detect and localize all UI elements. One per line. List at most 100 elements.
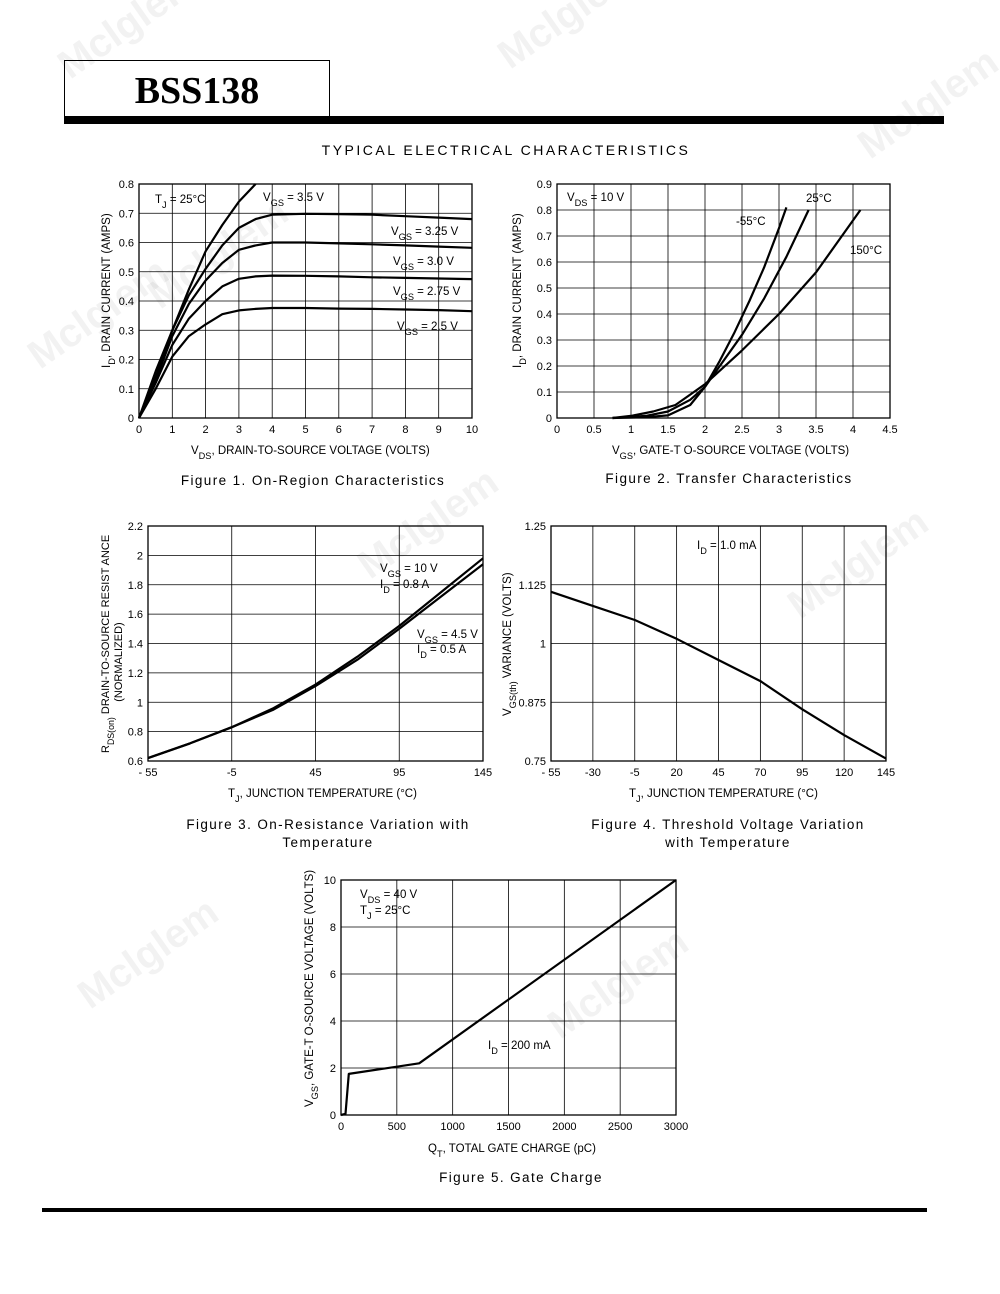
series-line-1 [137, 212, 473, 419]
label-fragment: , TOTAL GATE CHARGE (pC) [443, 1143, 597, 1155]
x-axis-label: VDS, DRAIN-TO-SOURCE VOLTAGE (VOLTS) [191, 445, 430, 461]
plot-frame [147, 525, 484, 762]
plot-frame [340, 879, 677, 1116]
x-tick-label: 95 [796, 767, 808, 779]
x-tick-label: 9 [436, 424, 442, 436]
y-tick-label: 0 [330, 1110, 336, 1122]
label-fragment: , DRAIN CURRENT (AMPS) [512, 213, 524, 358]
annotation-vds: VDS = 40 V [360, 889, 418, 905]
label-fragment: T [155, 194, 162, 206]
label-fragment: V [391, 226, 399, 238]
label-fragment: V [263, 192, 271, 204]
y-tick-label: 8 [330, 922, 336, 934]
label-fragment: J [636, 794, 641, 804]
figure-3-chart: - 55 -5 45 95 145 0.6 0.8 1 1.2 1.4 1.6 1.8 2 2.2 TJ, … [100, 521, 492, 804]
x-tick-label: 95 [393, 767, 405, 779]
series-label-vgs45: VGS = 4.5 V [417, 629, 478, 645]
label-fragment: = 4.5 V [438, 629, 478, 641]
watermark-text: Mclglem [20, 250, 176, 378]
label-fragment: Q [428, 1143, 437, 1155]
label-fragment: V [502, 708, 514, 716]
label-fragment: = 2.5 V [418, 321, 458, 333]
label-fragment: = 0.8 A [390, 579, 430, 591]
label-fragment: V [397, 321, 405, 333]
label-fragment: = 1.0 mA [707, 540, 757, 552]
label-fragment: = 3.0 V [414, 256, 454, 268]
label-fragment: R [100, 745, 112, 753]
watermark-text: Mclglem [780, 500, 936, 628]
y-tick-label: 6 [330, 969, 336, 981]
x-tick-label: - 55 [139, 767, 158, 779]
watermark-text: Mclglem [70, 890, 226, 1018]
y-tick-label: 0.4 [537, 309, 552, 321]
y-axis-label: VGS, GATE-T O-SOURCE VOLTAGE (VOLTS) [304, 870, 320, 1107]
y-tick-label: 1 [540, 639, 546, 651]
label-fragment: J [235, 794, 240, 804]
y-tick-label: 0.3 [119, 325, 134, 337]
y-tick-label: 2.2 [128, 521, 143, 533]
label-fragment: T [228, 788, 235, 800]
y-axis-label: ID, DRAIN CURRENT (AMPS) [512, 213, 528, 368]
x-tick-label: 3.5 [808, 424, 823, 436]
y-tick-label: 0.875 [518, 697, 546, 709]
series-label-vgs-3.5: VGS = 3.5 V [263, 192, 324, 208]
series-line-3 [138, 274, 473, 419]
x-tick-label: 2500 [608, 1121, 632, 1133]
y-tick-label: 1.125 [518, 580, 546, 592]
label-fragment: GS [271, 198, 284, 208]
x-tick-label: 0 [338, 1121, 344, 1133]
label-fragment: DS [368, 895, 381, 905]
y-tick-label: 0.6 [128, 756, 143, 768]
x-axis-label: VGS, GATE-T O-SOURCE VOLTAGE (VOLTS) [612, 445, 849, 461]
y-tick-label: 0.1 [119, 384, 134, 396]
label-fragment: I [417, 644, 420, 656]
x-tick-label: 7 [369, 424, 375, 436]
watermark-text: Mclglem [490, 0, 646, 77]
label-fragment: GS [388, 569, 401, 579]
series-label-25c: 25°C [806, 193, 832, 205]
x-tick-label: 4 [269, 424, 275, 436]
y-axis-label: VGS(th) VARIANCE (VOLTS) [502, 572, 518, 716]
y-tick-label: 0.8 [537, 205, 552, 217]
y-tick-label: 10 [324, 875, 336, 887]
label-fragment: V [393, 286, 401, 298]
label-fragment: = 25°C [372, 905, 411, 917]
x-tick-label: 4.5 [882, 424, 897, 436]
y-tick-label: 0.9 [537, 179, 552, 191]
y-tick-label: 0.6 [119, 238, 134, 250]
label-fragment: = 200 mA [498, 1040, 551, 1052]
label-fragment: DS(on) [106, 717, 116, 745]
label-fragment: VARIANCE (VOLTS) [502, 572, 514, 681]
y-tick-label: 0.8 [128, 727, 143, 739]
x-tick-label: 1 [628, 424, 634, 436]
y-tick-label: 0.7 [537, 231, 552, 243]
y-tick-label: 2 [137, 550, 143, 562]
x-tick-label: 2 [203, 424, 209, 436]
y-tick-label: 0 [128, 413, 134, 425]
label-fragment: = 40 V [380, 889, 417, 901]
series-line-2 [137, 241, 473, 419]
x-tick-label: 10 [466, 424, 478, 436]
x-tick-label: 3000 [664, 1121, 688, 1133]
y-tick-label: 0.75 [525, 756, 546, 768]
x-tick-label: 1 [169, 424, 175, 436]
figure-5-caption: Figure 5. Gate Charge [439, 1170, 603, 1185]
annotation-tj: TJ = 25°C [360, 905, 410, 921]
y-axis-label: RDS(on) DRAIN-TO-SOURCE RESIST ANCE [100, 535, 116, 753]
x-tick-label: 2.5 [734, 424, 749, 436]
x-tick-label: 45 [309, 767, 321, 779]
label-fragment: = 10 V [401, 563, 438, 575]
y-tick-label: 0.2 [119, 355, 134, 367]
figure-2-caption: Figure 2. Transfer Characteristics [605, 471, 853, 486]
x-axis-label: TJ, JUNCTION TEMPERATURE (°C) [629, 788, 818, 804]
label-fragment: , DRAIN CURRENT (AMPS) [101, 213, 113, 358]
y-tick-label: 1.4 [128, 639, 143, 651]
label-fragment: D [420, 650, 427, 660]
x-tick-label: 145 [877, 767, 895, 779]
label-fragment: DRAIN-TO-SOURCE RESIST ANCE [100, 535, 112, 717]
label-fragment: , DRAIN-TO-SOURCE VOLTAGE (VOLTS) [211, 445, 429, 457]
series-label-vgs-2.5: VGS = 2.5 V [397, 321, 458, 337]
label-fragment: DS [575, 198, 588, 208]
figure-1-caption: Figure 1. On-Region Characteristics [180, 473, 446, 488]
